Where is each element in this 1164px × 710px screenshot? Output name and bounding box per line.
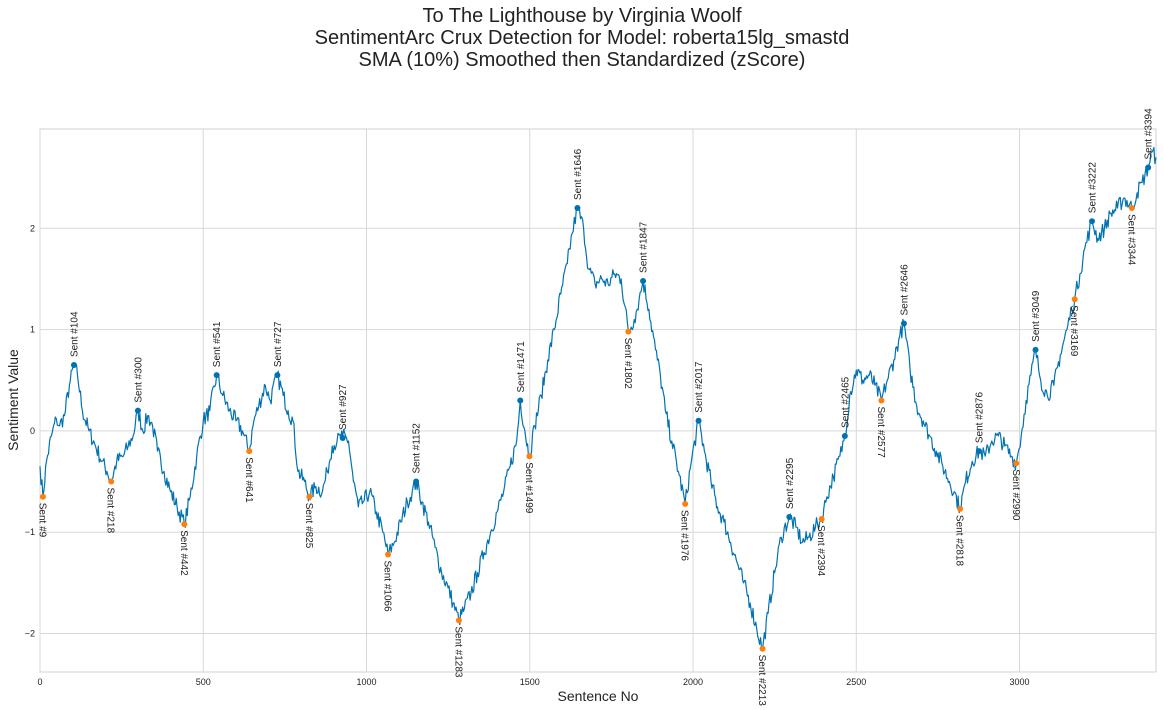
valley-label: Sent #1499 xyxy=(523,462,534,514)
y-tick-label: 1 xyxy=(30,325,35,335)
peak-marker xyxy=(786,514,793,521)
peak-label: Sent #727 xyxy=(273,321,284,367)
peak-marker xyxy=(213,372,220,379)
peak-label: Sent #3222 xyxy=(1088,162,1099,214)
peak-label: Sent #541 xyxy=(212,321,223,367)
valley-label: Sent #1802 xyxy=(622,338,633,390)
peak-marker xyxy=(976,448,983,455)
valley-marker xyxy=(246,448,253,455)
plot-area xyxy=(39,128,1157,673)
grid xyxy=(39,129,1156,672)
y-tick-label: 0 xyxy=(30,426,35,436)
peak-marker xyxy=(695,417,702,424)
valley-marker xyxy=(1071,296,1078,303)
peak-marker xyxy=(1089,218,1096,225)
series-layer xyxy=(39,146,1157,650)
title-line-3: SMA (10%) Smoothed then Standardized (zS… xyxy=(359,49,806,71)
tick-labels: 0 500 1000 1500 2000 2500 3000 −2 −1 0 1 2 xyxy=(25,223,1030,687)
x-axis-label: Sentence No xyxy=(558,688,639,704)
valley-marker xyxy=(759,645,766,652)
y-tick-label: 2 xyxy=(30,223,35,233)
peak-marker xyxy=(1032,346,1039,353)
x-tick-label: 1000 xyxy=(356,677,376,687)
sentiment-line xyxy=(39,146,1157,650)
valley-marker xyxy=(181,521,188,528)
valley-label: Sent #2818 xyxy=(954,515,965,567)
peak-label: Sent #1847 xyxy=(639,221,650,273)
peak-marker xyxy=(841,432,848,439)
peak-label: Sent #2017 xyxy=(694,361,705,413)
x-tick-label: 2000 xyxy=(683,677,703,687)
peak-marker xyxy=(413,478,420,485)
valley-marker xyxy=(818,516,825,523)
valley-label: Sent #1283 xyxy=(452,626,463,678)
peak-label: Sent #2876 xyxy=(975,392,986,444)
x-tick-label: 2500 xyxy=(846,677,866,687)
valley-label: Sent #2577 xyxy=(875,407,886,459)
peak-marker xyxy=(134,407,141,414)
valley-label: Sent #2394 xyxy=(815,525,826,577)
x-tick-label: 0 xyxy=(37,677,42,687)
valley-label: Sent #1976 xyxy=(679,510,690,562)
peak-label: Sent #2295 xyxy=(785,457,796,509)
y-axis-label: Sentiment Value xyxy=(5,349,21,451)
peak-label: Sent #2465 xyxy=(840,376,851,428)
peak-marker xyxy=(1145,164,1152,171)
valley-marker xyxy=(39,493,46,500)
valley-label: Sent #218 xyxy=(105,488,116,534)
valley-marker xyxy=(682,500,689,507)
valley-label: Sent #3169 xyxy=(1068,305,1079,357)
peak-label: Sent #1646 xyxy=(573,148,584,200)
valley-label: Sent #2990 xyxy=(1010,469,1021,521)
peak-marker xyxy=(574,205,581,212)
peak-label: Sent #927 xyxy=(338,384,349,430)
chart-title: To The Lighthouse by Virginia Woolf Sent… xyxy=(315,5,850,71)
peak-marker xyxy=(640,277,647,284)
peak-marker xyxy=(339,434,346,441)
valley-marker xyxy=(878,397,885,404)
peak-label: Sent #1471 xyxy=(516,341,527,393)
valley-label: Sent #442 xyxy=(178,530,189,576)
y-tick-label: −1 xyxy=(25,527,35,537)
title-line-1: To The Lighthouse by Virginia Woolf xyxy=(422,5,742,27)
x-tick-label: 3000 xyxy=(1010,677,1030,687)
y-tick-label: −2 xyxy=(25,629,35,639)
valley-marker xyxy=(306,493,313,500)
valley-label: Sent #2213 xyxy=(756,655,767,707)
valley-marker xyxy=(957,505,964,512)
peak-label: Sent #3049 xyxy=(1031,290,1042,342)
peak-marker xyxy=(70,362,77,369)
valley-marker xyxy=(526,453,533,460)
valley-label: Sent #9 xyxy=(36,503,47,538)
x-tick-label: 1500 xyxy=(520,677,540,687)
valley-marker xyxy=(455,617,462,624)
crux-markers: Sent #104 Sent #300 Sent #541 Sent #727 Sent… xyxy=(36,108,1154,706)
valley-marker xyxy=(385,551,392,558)
valley-label: Sent #1066 xyxy=(382,560,393,612)
valley-marker xyxy=(1128,205,1135,212)
title-line-2: SentimentArc Crux Detection for Model: r… xyxy=(315,27,850,49)
peak-label: Sent #2646 xyxy=(899,264,910,316)
valley-label: Sent #641 xyxy=(243,457,254,503)
peak-label: Sent #3394 xyxy=(1144,108,1155,160)
valley-marker xyxy=(1013,460,1020,467)
peak-label: Sent #300 xyxy=(133,357,144,403)
peak-marker xyxy=(274,372,281,379)
x-tick-label: 500 xyxy=(196,677,211,687)
valley-label: Sent #3344 xyxy=(1125,214,1136,266)
valley-label: Sent #825 xyxy=(303,503,314,549)
peak-marker xyxy=(900,320,907,327)
peak-label: Sent #1152 xyxy=(412,423,423,474)
valley-marker xyxy=(108,478,115,485)
peak-marker xyxy=(517,397,524,404)
peak-label: Sent #104 xyxy=(69,311,80,357)
valley-marker xyxy=(625,328,632,335)
